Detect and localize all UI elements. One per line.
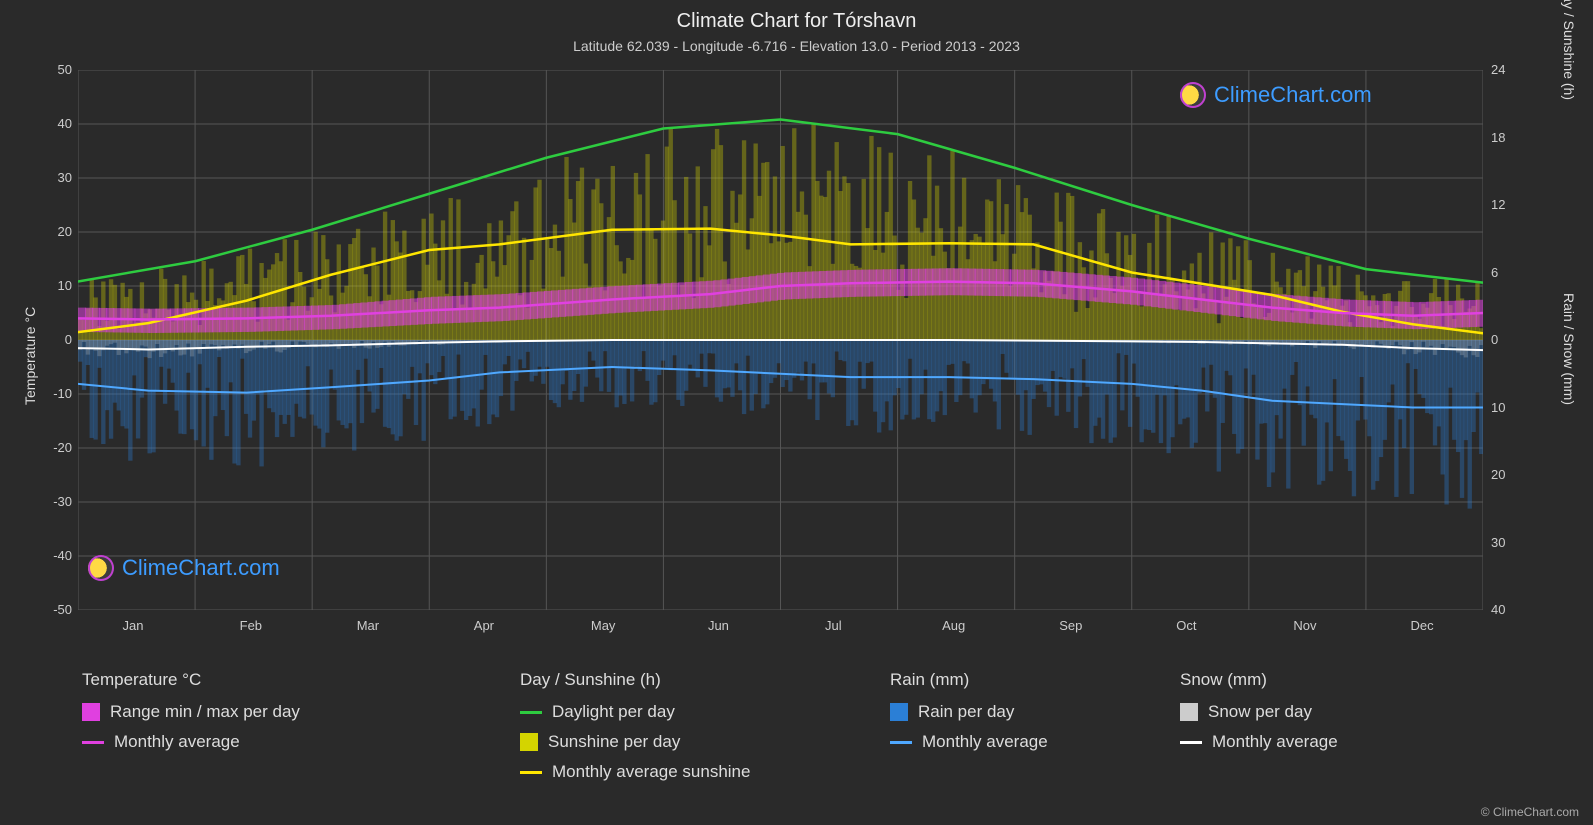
legend-label: Monthly average — [922, 732, 1048, 752]
legend-swatch — [1180, 741, 1202, 744]
legend-group: Rain (mm) Rain per day Monthly average — [890, 670, 1048, 762]
legend-swatch — [520, 733, 538, 751]
y-tick-left: 10 — [58, 278, 72, 293]
legend-item: Range min / max per day — [82, 702, 300, 722]
y-tick-right-mm: 30 — [1491, 535, 1505, 550]
chart-subtitle: Latitude 62.039 - Longitude -6.716 - Ele… — [0, 38, 1593, 54]
legend-label: Monthly average sunshine — [552, 762, 750, 782]
y-tick-left: 30 — [58, 170, 72, 185]
legend-item: Sunshine per day — [520, 732, 750, 752]
x-tick-month: Jun — [708, 618, 729, 633]
legend-label: Daylight per day — [552, 702, 675, 722]
y-tick-left: -30 — [53, 494, 72, 509]
y-tick-left: -20 — [53, 440, 72, 455]
legend-label: Snow per day — [1208, 702, 1312, 722]
y-tick-left: 40 — [58, 116, 72, 131]
legend-item: Monthly average — [890, 732, 1048, 752]
legend-heading: Rain (mm) — [890, 670, 1048, 690]
legend-swatch — [890, 741, 912, 744]
y-tick-right-hours: 18 — [1491, 130, 1505, 145]
y-tick-right-hours: 0 — [1491, 332, 1498, 347]
legend-label: Sunshine per day — [548, 732, 680, 752]
legend-item: Snow per day — [1180, 702, 1338, 722]
legend-label: Monthly average — [1212, 732, 1338, 752]
x-tick-month: Mar — [357, 618, 379, 633]
legend-item: Daylight per day — [520, 702, 750, 722]
legend-group: Temperature °C Range min / max per day Mon… — [82, 670, 300, 762]
legend-heading: Temperature °C — [82, 670, 300, 690]
y-tick-right-hours: 12 — [1491, 197, 1505, 212]
x-tick-month: Jul — [825, 618, 842, 633]
copyright-text: © ClimeChart.com — [1481, 805, 1579, 819]
y-tick-right-mm: 40 — [1491, 602, 1505, 617]
legend-swatch — [82, 741, 104, 744]
legend-heading: Day / Sunshine (h) — [520, 670, 750, 690]
x-tick-month: Sep — [1059, 618, 1082, 633]
legend-item: Monthly average — [1180, 732, 1338, 752]
legend-item: Monthly average sunshine — [520, 762, 750, 782]
legend-label: Rain per day — [918, 702, 1014, 722]
legend-heading: Snow (mm) — [1180, 670, 1338, 690]
x-tick-month: Dec — [1410, 618, 1433, 633]
climate-chart: Climate Chart for Tórshavn Latitude 62.0… — [0, 0, 1593, 825]
legend-label: Monthly average — [114, 732, 240, 752]
y-tick-left: 0 — [65, 332, 72, 347]
legend-group: Snow (mm) Snow per day Monthly average — [1180, 670, 1338, 762]
y-axis-left-label: Temperature °C — [22, 307, 38, 405]
legend-swatch — [82, 703, 100, 721]
legend-swatch — [520, 771, 542, 774]
legend-swatch — [1180, 703, 1198, 721]
legend-item: Monthly average — [82, 732, 300, 752]
x-tick-month: May — [591, 618, 616, 633]
y-tick-left: 20 — [58, 224, 72, 239]
x-tick-month: Feb — [240, 618, 262, 633]
legend-item: Rain per day — [890, 702, 1048, 722]
y-tick-right-mm: 20 — [1491, 467, 1505, 482]
y-tick-right-hours: 6 — [1491, 265, 1498, 280]
y-tick-left: 50 — [58, 62, 72, 77]
plot-area — [78, 70, 1483, 610]
legend-swatch — [890, 703, 908, 721]
y-axis-right-bottom-label: Rain / Snow (mm) — [1561, 293, 1577, 405]
x-tick-month: Jan — [123, 618, 144, 633]
y-tick-left: -40 — [53, 548, 72, 563]
x-tick-month: Nov — [1293, 618, 1316, 633]
x-tick-month: Oct — [1176, 618, 1196, 633]
y-tick-right-hours: 24 — [1491, 62, 1505, 77]
legend-swatch — [520, 711, 542, 714]
legend-group: Day / Sunshine (h) Daylight per day Sunshi… — [520, 670, 750, 792]
y-axis-right-top-label: Day / Sunshine (h) — [1561, 0, 1577, 100]
y-tick-right-mm: 10 — [1491, 400, 1505, 415]
x-tick-month: Aug — [942, 618, 965, 633]
chart-title: Climate Chart for Tórshavn — [0, 10, 1593, 33]
x-tick-month: Apr — [474, 618, 494, 633]
y-tick-left: -50 — [53, 602, 72, 617]
legend-label: Range min / max per day — [110, 702, 300, 722]
y-tick-left: -10 — [53, 386, 72, 401]
